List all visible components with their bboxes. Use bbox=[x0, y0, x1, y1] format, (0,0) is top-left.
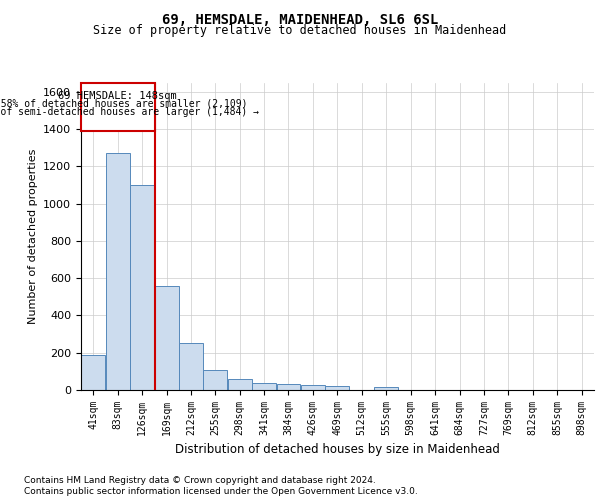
Bar bbox=[301, 386, 325, 390]
Text: Contains public sector information licensed under the Open Government Licence v3: Contains public sector information licen… bbox=[24, 488, 418, 496]
Bar bbox=[277, 384, 300, 390]
Text: ← 58% of detached houses are smaller (2,109): ← 58% of detached houses are smaller (2,… bbox=[0, 99, 247, 109]
Bar bbox=[228, 379, 251, 390]
Bar bbox=[155, 286, 179, 390]
Text: Contains HM Land Registry data © Crown copyright and database right 2024.: Contains HM Land Registry data © Crown c… bbox=[24, 476, 376, 485]
FancyBboxPatch shape bbox=[81, 82, 155, 131]
Bar bbox=[325, 386, 349, 390]
Bar bbox=[82, 354, 105, 390]
Bar bbox=[106, 154, 130, 390]
Text: 41% of semi-detached houses are larger (1,484) →: 41% of semi-detached houses are larger (… bbox=[0, 108, 259, 118]
X-axis label: Distribution of detached houses by size in Maidenhead: Distribution of detached houses by size … bbox=[175, 444, 500, 456]
Y-axis label: Number of detached properties: Number of detached properties bbox=[28, 148, 38, 324]
Text: Size of property relative to detached houses in Maidenhead: Size of property relative to detached ho… bbox=[94, 24, 506, 37]
Bar bbox=[130, 185, 154, 390]
Bar bbox=[179, 344, 203, 390]
Text: 69, HEMSDALE, MAIDENHEAD, SL6 6SL: 69, HEMSDALE, MAIDENHEAD, SL6 6SL bbox=[162, 12, 438, 26]
Text: 69 HEMSDALE: 148sqm: 69 HEMSDALE: 148sqm bbox=[58, 90, 177, 101]
Bar bbox=[253, 382, 276, 390]
Bar bbox=[203, 370, 227, 390]
Bar bbox=[374, 387, 398, 390]
